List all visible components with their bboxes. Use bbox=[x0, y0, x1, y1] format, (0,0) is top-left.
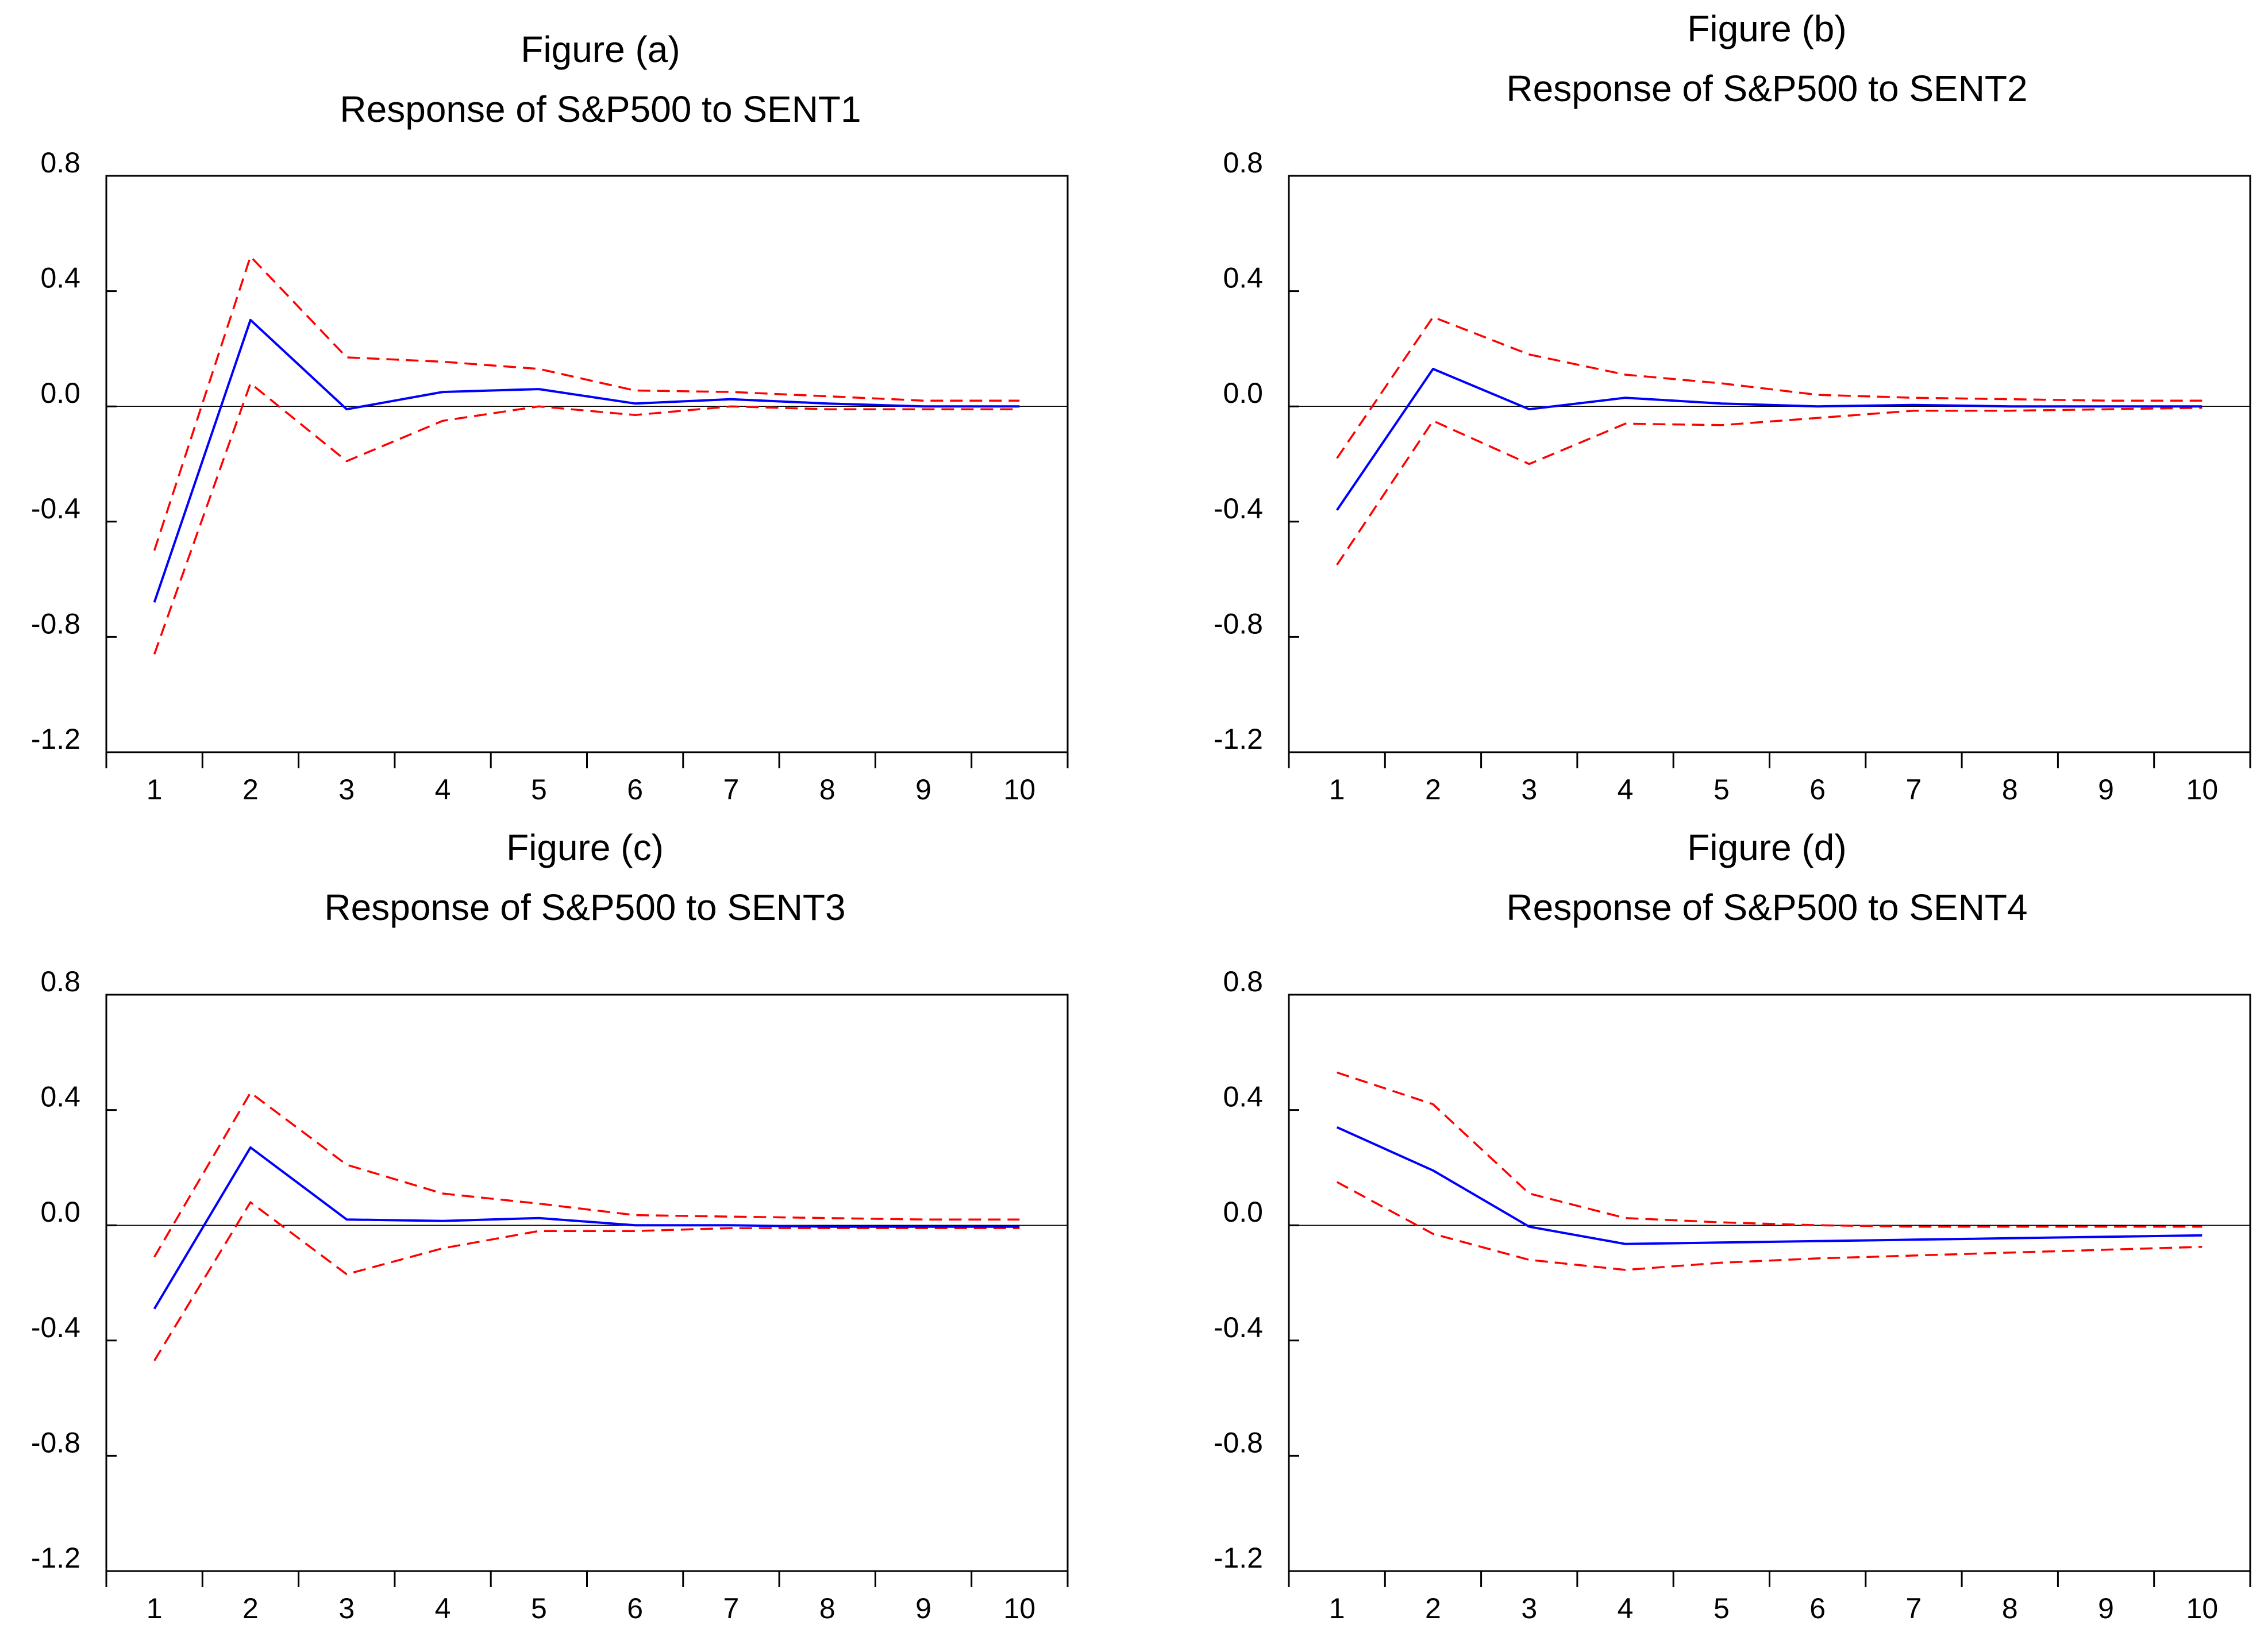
x-tick-label: 6 bbox=[1809, 773, 1826, 806]
x-tick-label: 1 bbox=[1329, 773, 1345, 806]
x-tick-label: 6 bbox=[627, 773, 643, 806]
plot-frame bbox=[105, 175, 1069, 753]
chart-title: Response of S&P500 to SENT2 bbox=[1506, 68, 2027, 109]
x-tick-label: 6 bbox=[1809, 1592, 1826, 1625]
figure-label: Figure (a) bbox=[521, 29, 680, 70]
y-tick-label: 0.4 bbox=[1223, 1081, 1263, 1113]
x-tick-label: 3 bbox=[1521, 773, 1537, 806]
panel-d: Figure (d) Response of S&P500 to SENT4 0.8… bbox=[1214, 827, 2251, 1625]
x-tick-label: 8 bbox=[2002, 773, 2018, 806]
figure-label: Figure (b) bbox=[1687, 8, 1846, 49]
upper-band-line bbox=[153, 1091, 1020, 1258]
x-tick-label: 3 bbox=[338, 773, 355, 806]
x-tick-label: 8 bbox=[2002, 1592, 2018, 1625]
chart-title: Response of S&P500 to SENT3 bbox=[324, 887, 845, 928]
x-tick-label: 5 bbox=[531, 773, 547, 806]
x-tick-label: 10 bbox=[2186, 1592, 2219, 1625]
x-tick-label: 9 bbox=[2098, 1592, 2114, 1625]
x-tick-label: 8 bbox=[819, 1592, 835, 1625]
y-tick-label: -0.8 bbox=[1214, 1426, 1263, 1458]
x-tick-label: 1 bbox=[1329, 1592, 1345, 1625]
y-tick-label: 0.0 bbox=[1223, 1196, 1263, 1228]
lower-band-line bbox=[1336, 1181, 2202, 1271]
y-tick-label: 0.8 bbox=[1223, 147, 1263, 179]
x-tick-label: 7 bbox=[1906, 773, 1922, 806]
chart-title: Response of S&P500 to SENT4 bbox=[1506, 887, 2027, 928]
x-tick-label: 9 bbox=[2098, 773, 2114, 806]
x-tick-label: 7 bbox=[723, 773, 740, 806]
x-tick-label: 5 bbox=[531, 1592, 547, 1625]
x-tick-label: 2 bbox=[242, 773, 259, 806]
y-tick-label: -0.4 bbox=[31, 492, 80, 525]
x-tick-label: 4 bbox=[435, 773, 451, 806]
plot-frame bbox=[105, 994, 1069, 1572]
x-tick-label: 9 bbox=[915, 1592, 931, 1625]
y-tick-label: -1.2 bbox=[31, 1542, 80, 1574]
response-line bbox=[1336, 368, 2202, 511]
x-tick-label: 5 bbox=[1713, 1592, 1730, 1625]
figure-label: Figure (d) bbox=[1687, 827, 1846, 868]
response-line bbox=[153, 318, 1020, 603]
x-tick-label: 7 bbox=[1906, 1592, 1922, 1625]
y-tick-label: -1.2 bbox=[1214, 1542, 1263, 1574]
x-tick-label: 2 bbox=[242, 1592, 259, 1625]
lower-band-line bbox=[1336, 406, 2202, 565]
y-tick-label: 0.0 bbox=[1223, 377, 1263, 409]
y-tick-label: 0.4 bbox=[1223, 262, 1263, 294]
y-tick-label: 0.4 bbox=[40, 1081, 80, 1113]
y-tick-label: -0.8 bbox=[31, 1426, 80, 1458]
y-tick-label: 0.0 bbox=[40, 1196, 80, 1228]
x-tick-label: 10 bbox=[1004, 773, 1036, 806]
y-tick-label: -1.2 bbox=[1214, 723, 1263, 755]
upper-band-line bbox=[1337, 1071, 2202, 1228]
x-tick-label: 4 bbox=[1618, 1592, 1634, 1625]
y-tick-label: -0.4 bbox=[1214, 1311, 1263, 1344]
x-tick-label: 10 bbox=[2186, 773, 2219, 806]
x-tick-label: 1 bbox=[147, 773, 163, 806]
x-tick-label: 3 bbox=[338, 1592, 355, 1625]
upper-band-line bbox=[1336, 315, 2202, 459]
y-tick-label: -0.8 bbox=[31, 607, 80, 640]
response-line bbox=[153, 1146, 1020, 1310]
x-tick-label: 8 bbox=[819, 773, 835, 806]
chart-title: Response of S&P500 to SENT1 bbox=[340, 88, 861, 130]
x-tick-label: 4 bbox=[435, 1592, 451, 1625]
y-tick-label: 0.4 bbox=[40, 262, 80, 294]
plot-frame bbox=[1288, 175, 2251, 753]
panel-a: Figure (a) Response of S&P500 to SENT1 0.8… bbox=[31, 29, 1069, 806]
figure-label: Figure (c) bbox=[506, 827, 664, 868]
x-tick-label: 3 bbox=[1521, 1592, 1537, 1625]
plot-frame bbox=[1288, 994, 2251, 1572]
y-tick-label: 0.0 bbox=[40, 377, 80, 409]
lower-band-line bbox=[153, 382, 1020, 655]
x-tick-label: 4 bbox=[1618, 773, 1634, 806]
y-tick-label: 0.8 bbox=[40, 147, 80, 179]
x-tick-label: 5 bbox=[1713, 773, 1730, 806]
x-tick-label: 9 bbox=[915, 773, 931, 806]
panel-c: Figure (c) Response of S&P500 to SENT3 0.8… bbox=[31, 827, 1069, 1625]
y-tick-label: 0.8 bbox=[40, 965, 80, 998]
panel-b: Figure (b) Response of S&P500 to SENT2 0.8… bbox=[1214, 8, 2251, 806]
response-line bbox=[1336, 1126, 2202, 1245]
y-tick-label: -1.2 bbox=[31, 723, 80, 755]
x-tick-label: 10 bbox=[1004, 1592, 1036, 1625]
y-tick-label: -0.8 bbox=[1214, 607, 1263, 640]
x-tick-label: 1 bbox=[147, 1592, 163, 1625]
x-tick-label: 2 bbox=[1425, 773, 1441, 806]
upper-band-line bbox=[153, 255, 1020, 551]
y-tick-label: -0.4 bbox=[1214, 492, 1263, 525]
x-tick-label: 6 bbox=[627, 1592, 643, 1625]
lower-band-line bbox=[153, 1201, 1020, 1361]
x-tick-label: 7 bbox=[723, 1592, 740, 1625]
y-tick-label: -0.4 bbox=[31, 1311, 80, 1344]
y-tick-label: 0.8 bbox=[1223, 965, 1263, 998]
x-tick-label: 2 bbox=[1425, 1592, 1441, 1625]
